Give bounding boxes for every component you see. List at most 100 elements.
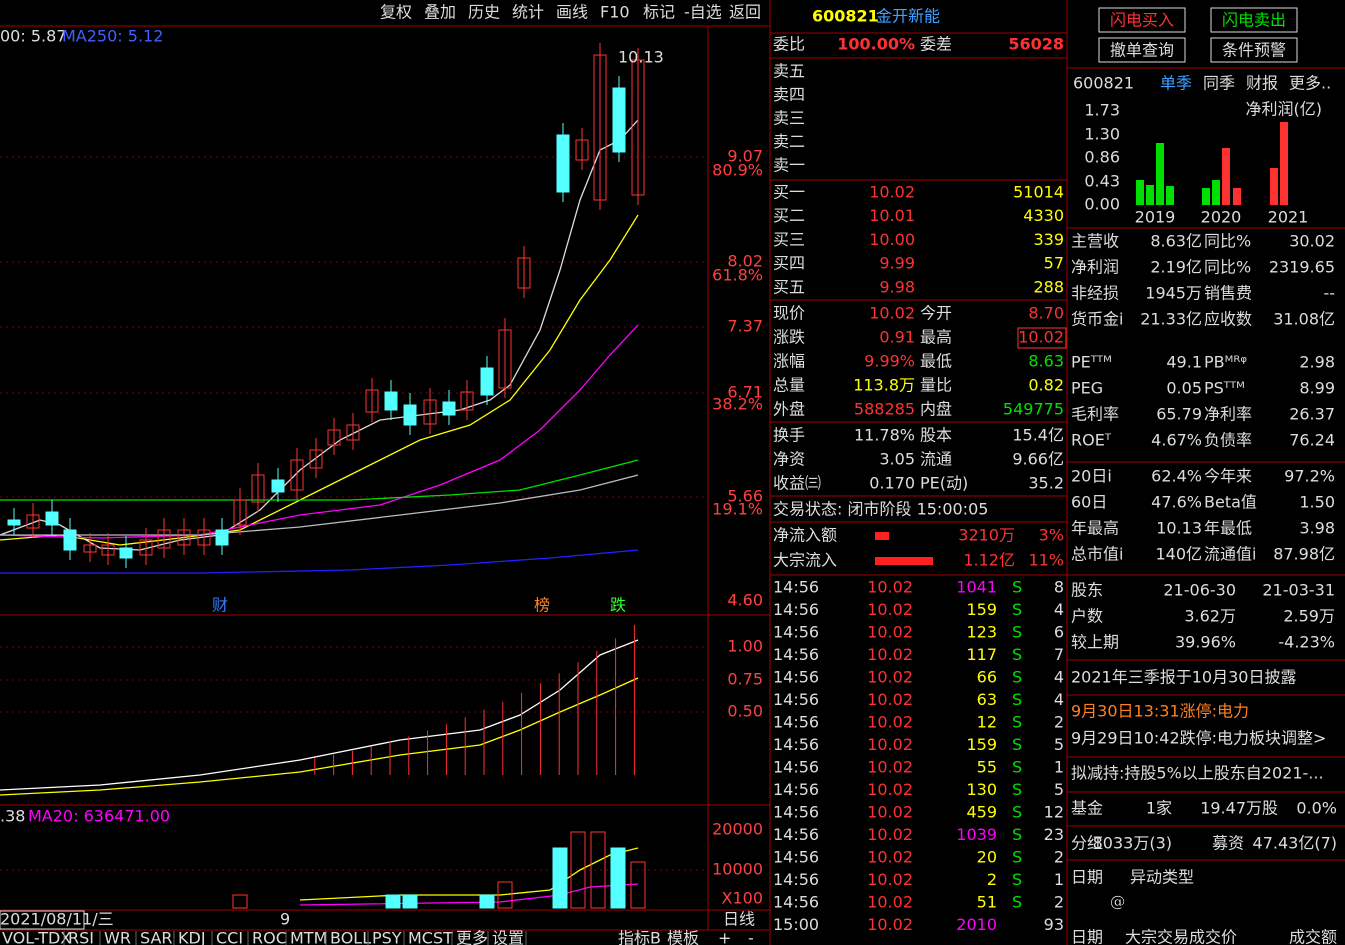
stat-value: 15.4亿 bbox=[1012, 426, 1064, 445]
tab-right[interactable]: 指标B bbox=[618, 929, 661, 945]
trade-count: 4 bbox=[1054, 690, 1064, 709]
indicator-tab[interactable]: VOL-TDX bbox=[2, 929, 71, 945]
side-tab[interactable]: 更多.. bbox=[1289, 74, 1331, 93]
toolbar-button[interactable]: 复权 bbox=[380, 3, 412, 22]
candles bbox=[7, 43, 646, 909]
toolbar-button[interactable]: 历史 bbox=[468, 3, 500, 22]
profit-year: 2020 bbox=[1201, 208, 1242, 227]
side-button[interactable] bbox=[1098, 37, 1186, 63]
stat-value: 8.63 bbox=[1028, 352, 1064, 371]
price-axis: 4.60 bbox=[727, 591, 763, 610]
trade-time: 14:56 bbox=[773, 825, 819, 844]
indicator-tab[interactable]: 更多 bbox=[456, 929, 488, 945]
fund-label: 今年来 bbox=[1204, 467, 1252, 486]
pct-axis: 61.8% bbox=[712, 266, 763, 285]
stock-name: 金开新能 bbox=[876, 7, 940, 26]
tab-right[interactable]: 模板 bbox=[667, 929, 699, 945]
trade-price: 10.02 bbox=[867, 825, 913, 844]
trade-side: S bbox=[1012, 758, 1022, 777]
notice[interactable]: 拟减持:持股5%以上股东自2021-... bbox=[1071, 764, 1324, 783]
fund-label: 20日i bbox=[1071, 467, 1112, 486]
toolbar-button[interactable]: 标记 bbox=[643, 3, 675, 22]
tab-right[interactable]: + bbox=[718, 929, 731, 945]
trade-volume: 2 bbox=[987, 870, 997, 889]
tab-right[interactable]: - bbox=[748, 929, 754, 945]
side-tab[interactable]: 同季 bbox=[1203, 74, 1235, 93]
stat-label: 今开 bbox=[920, 304, 952, 323]
side-tab[interactable]: 单季 bbox=[1160, 74, 1192, 93]
candle-body bbox=[593, 54, 607, 201]
candle-body bbox=[517, 257, 531, 289]
stat-label: 内盘 bbox=[920, 400, 952, 419]
volume-bar bbox=[570, 831, 586, 909]
ratio-value: 100.00% bbox=[837, 35, 915, 54]
indicator-tab[interactable]: ROC bbox=[252, 929, 287, 945]
trade-price: 10.02 bbox=[867, 870, 913, 889]
candle-body bbox=[327, 429, 341, 446]
indicator-tab[interactable]: MTM bbox=[290, 929, 327, 945]
indicator-tab[interactable]: KDJ bbox=[178, 929, 206, 945]
fund-label: 净利率 bbox=[1204, 405, 1252, 424]
side-button[interactable] bbox=[1210, 37, 1298, 63]
buy-price: 9.98 bbox=[879, 277, 915, 296]
indicator-tab[interactable]: BOLL bbox=[330, 929, 371, 945]
fund-label: 货币金i bbox=[1071, 310, 1123, 329]
notice[interactable]: 2021年三季报于10月30日披露 bbox=[1071, 668, 1296, 687]
indicator-tab[interactable]: RSI bbox=[68, 929, 94, 945]
toolbar-button[interactable]: 统计 bbox=[512, 3, 544, 22]
fund-value: 87.98亿 bbox=[1273, 545, 1335, 564]
indicator-tab[interactable]: 设置 bbox=[492, 929, 524, 945]
trade-time: 14:56 bbox=[773, 623, 819, 642]
indicator-tab[interactable]: MCST bbox=[408, 929, 453, 945]
toolbar-button[interactable]: 画线 bbox=[556, 3, 588, 22]
indicator-tab[interactable]: WR bbox=[104, 929, 131, 945]
trade-side: S bbox=[1012, 803, 1022, 822]
indicator-tab[interactable]: SAR bbox=[140, 929, 173, 945]
high-label: 10.13 bbox=[618, 48, 664, 67]
candle-body bbox=[233, 499, 247, 526]
trade-volume: 66 bbox=[977, 668, 997, 687]
buy-volume: 4330 bbox=[1023, 206, 1064, 225]
volume-bar bbox=[497, 881, 513, 909]
flow-pct: 3% bbox=[1039, 526, 1064, 545]
trade-count: 2 bbox=[1054, 713, 1064, 732]
fund-value: 2.98 bbox=[1299, 353, 1335, 372]
volume-label: .38 bbox=[0, 807, 25, 826]
notice[interactable]: 9月29日10:42跌停:电力板块调整> bbox=[1071, 729, 1326, 748]
month-label: 9 bbox=[280, 910, 290, 929]
volume-bar bbox=[385, 894, 401, 909]
side-tab[interactable]: 财报 bbox=[1246, 74, 1278, 93]
ma-lines bbox=[0, 119, 639, 906]
buy-price: 10.02 bbox=[869, 183, 915, 202]
diff-value: 56028 bbox=[1008, 35, 1064, 54]
event-marker: 财 bbox=[212, 596, 228, 615]
fund-label: 总市值i bbox=[1071, 545, 1123, 564]
volume-bar bbox=[552, 847, 568, 909]
indicator-tab[interactable]: CCI bbox=[216, 929, 243, 945]
toolbar-button[interactable]: 叠加 bbox=[424, 3, 456, 22]
toolbar-button[interactable]: F10 bbox=[600, 3, 630, 22]
holder-value: 21-03-31 bbox=[1262, 581, 1335, 600]
flow-bar bbox=[875, 557, 933, 565]
holder-value: 2.59万 bbox=[1283, 607, 1335, 626]
stat-label: 外盘 bbox=[773, 400, 805, 419]
toolbar-button[interactable]: -自选 bbox=[684, 3, 722, 22]
buy-level: 买二 bbox=[773, 206, 805, 225]
period-label[interactable]: 日线 bbox=[723, 910, 755, 929]
candle-body bbox=[139, 539, 153, 556]
side-button[interactable] bbox=[1210, 7, 1298, 33]
trade-count: 8 bbox=[1054, 578, 1064, 597]
stat-label: 净资 bbox=[773, 450, 805, 469]
stat-label: 最高 bbox=[920, 328, 952, 347]
profit-tick: 1.73 bbox=[1084, 101, 1120, 120]
side-button[interactable] bbox=[1098, 7, 1186, 33]
notice[interactable]: 9月30日13:31涨停:电力 bbox=[1071, 702, 1249, 721]
toolbar-button[interactable]: 返回 bbox=[729, 3, 761, 22]
price-axis: 6.71 bbox=[727, 383, 763, 402]
candle-body bbox=[215, 529, 229, 546]
indicator-tab[interactable]: PSY bbox=[372, 929, 402, 945]
trade-price: 10.02 bbox=[867, 600, 913, 619]
event-marker: 跌 bbox=[610, 596, 626, 615]
